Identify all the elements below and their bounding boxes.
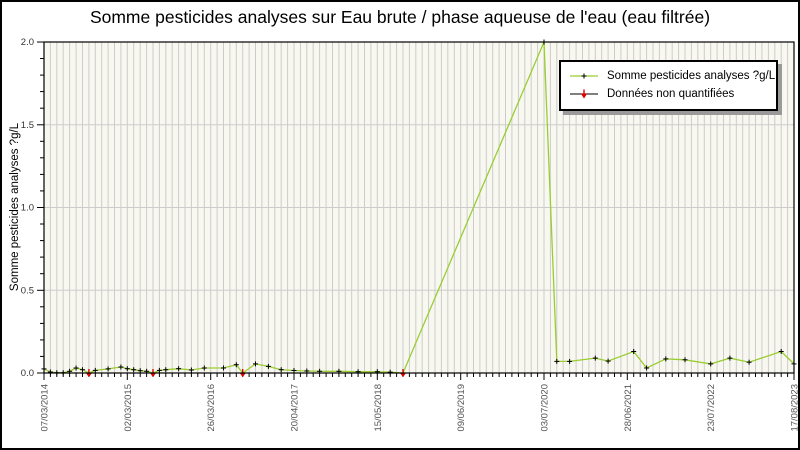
legend: Somme pesticides analyses ?g/L Données n… (559, 60, 778, 111)
svg-text:1.0: 1.0 (21, 203, 34, 214)
svg-text:2.0: 2.0 (21, 37, 34, 48)
svg-text:15/05/2018: 15/05/2018 (373, 384, 384, 432)
svg-text:17/08/2023: 17/08/2023 (790, 384, 800, 432)
legend-item-non-quantified: Données non quantifiées (569, 85, 768, 103)
svg-text:07/03/2014: 07/03/2014 (40, 384, 51, 432)
svg-text:23/07/2022: 23/07/2022 (706, 384, 717, 432)
svg-text:0.0: 0.0 (21, 368, 34, 379)
legend-label-series: Somme pesticides analyses ?g/L (607, 70, 776, 82)
horizontal-gridlines (44, 124, 794, 291)
svg-text:26/03/2016: 26/03/2016 (206, 384, 217, 432)
svg-text:0.5: 0.5 (21, 285, 34, 296)
non-quantified-marker-icon (570, 89, 598, 99)
svg-text:03/07/2020: 03/07/2020 (540, 384, 551, 432)
legend-item-series: Somme pesticides analyses ?g/L (569, 67, 775, 85)
plot-border (43, 41, 795, 374)
chart-title: Somme pesticides analyses sur Eau brute … (89, 7, 711, 27)
svg-text:28/06/2021: 28/06/2021 (623, 384, 634, 432)
legend-label-non-quantified: Données non quantifiées (607, 88, 735, 100)
x-axis-tick-labels: 07/03/2014 02/03/2015 26/03/2016 20/04/2017… (40, 384, 800, 432)
series-line-marker-icon (570, 73, 598, 79)
svg-text:20/04/2017: 20/04/2017 (290, 384, 301, 432)
svg-text:1.5: 1.5 (21, 120, 34, 131)
svg-text:02/03/2015: 02/03/2015 (123, 384, 134, 432)
y-axis-tick-labels: 0.0 0.5 1.0 1.5 2.0 (21, 37, 34, 379)
y-axis-ticks (37, 41, 44, 374)
svg-text:09/06/2019: 09/06/2019 (456, 384, 467, 432)
x-axis-ticks (43, 373, 795, 380)
